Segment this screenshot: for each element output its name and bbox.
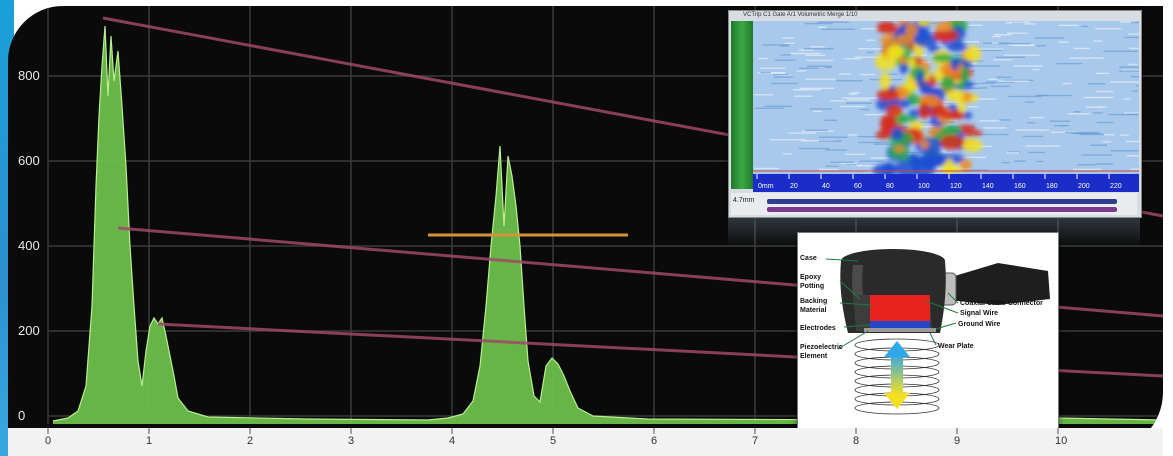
label-epoxy-potting-1: Epoxy <box>800 274 821 281</box>
a-scan-trace <box>52 25 1163 424</box>
ruler-tick-label: 140 <box>982 183 994 190</box>
x-tick-label: 6 <box>651 435 657 447</box>
ruler-tick-label: 80 <box>886 183 894 190</box>
x-tick-label: 7 <box>752 435 758 447</box>
ruler-tick-label: 220 <box>1110 183 1122 190</box>
scope-y-tick-labels: 800 600 400 200 0 <box>18 68 40 423</box>
label-epoxy-potting-2: Potting <box>800 283 824 290</box>
wave-arrow-down <box>884 393 910 409</box>
x-tick-label: 0 <box>45 435 51 447</box>
x-tick-label: 8 <box>853 435 859 447</box>
ruler-tick-label: 0mm <box>758 183 774 190</box>
ruler-tick-label: 20 <box>790 183 798 190</box>
label-ground-wire: Ground Wire <box>958 321 1000 328</box>
echo-trace-line <box>52 25 1163 422</box>
x-tick-label: 2 <box>247 435 253 447</box>
ruler-tick-label: 40 <box>822 183 830 190</box>
backing-material <box>870 295 930 321</box>
label-backing-material-1: Backing <box>800 298 827 305</box>
label-piezo-1: Piezoelectric <box>800 344 843 351</box>
label-signal-wire: Signal Wire <box>960 310 998 317</box>
label-coaxial-connector: Coaxial Cable Connector <box>960 300 1043 307</box>
x-tick-label: 10 <box>1055 435 1067 447</box>
c-scan-side-scale <box>731 21 753 189</box>
label-electrodes: Electrodes <box>800 325 836 332</box>
x-tick-label: 9 <box>954 435 960 447</box>
c-scan-inset: VCTrip C1 Gate A/1 Volumetric Merge 1/10… <box>728 10 1142 218</box>
scope-x-axis: 0 1 2 3 4 5 6 7 8 9 10 <box>8 428 1163 456</box>
label-piezo-2: Element <box>800 353 828 360</box>
piezoelectric-element <box>870 321 930 328</box>
x-tick-label: 5 <box>550 435 556 447</box>
label-wear-plate: Wear Plate <box>938 343 974 350</box>
c-scan-footer: 4.7mm <box>731 193 1137 215</box>
label-leaders <box>825 258 959 350</box>
x-tick-label: 1 <box>146 435 152 447</box>
ruler-tick-label: 120 <box>950 183 962 190</box>
wear-plate <box>864 328 936 332</box>
cable-connector <box>938 263 1050 305</box>
transducer-diagram-inset: Case Epoxy Potting Backing Material Elec… <box>797 232 1059 439</box>
c-scan-title: VCTrip C1 Gate A/1 Volumetric Merge 1/10 <box>743 12 858 18</box>
c-scan-index-bar[interactable] <box>767 207 1117 212</box>
echo-trace-fill <box>53 26 1163 424</box>
c-scan-map <box>753 21 1139 189</box>
ruler-tick-label: 180 <box>1046 183 1058 190</box>
y-tick-label: 800 <box>18 68 40 83</box>
label-backing-material-2: Material <box>800 307 827 314</box>
x-tick-label: 3 <box>348 435 354 447</box>
c-scan-ruler: 0mm 20 40 60 80 100 120 140 160 180 200 220 <box>753 174 1139 192</box>
ruler-tick-label: 160 <box>1014 183 1026 190</box>
x-tick-label: 4 <box>449 435 455 447</box>
c-scan-scroll-bar[interactable] <box>767 199 1117 204</box>
a-scan-plot: 800 600 400 200 0 <box>18 6 1163 424</box>
c-scan-value: 4.7mm <box>733 197 755 204</box>
ruler-tick-label: 200 <box>1078 183 1090 190</box>
ruler-tick-label: 100 <box>918 183 930 190</box>
y-tick-label: 200 <box>18 323 40 338</box>
ruler-tick-label: 60 <box>854 183 862 190</box>
transducer-cutaway: Case Epoxy Potting Backing Material Elec… <box>800 249 1050 415</box>
wave-arrow-shaft <box>891 353 903 395</box>
y-tick-label: 0 <box>18 408 25 423</box>
y-tick-label: 600 <box>18 153 40 168</box>
label-case: Case <box>800 255 817 262</box>
y-tick-label: 400 <box>18 238 40 253</box>
wave-arrow-up <box>884 341 910 357</box>
